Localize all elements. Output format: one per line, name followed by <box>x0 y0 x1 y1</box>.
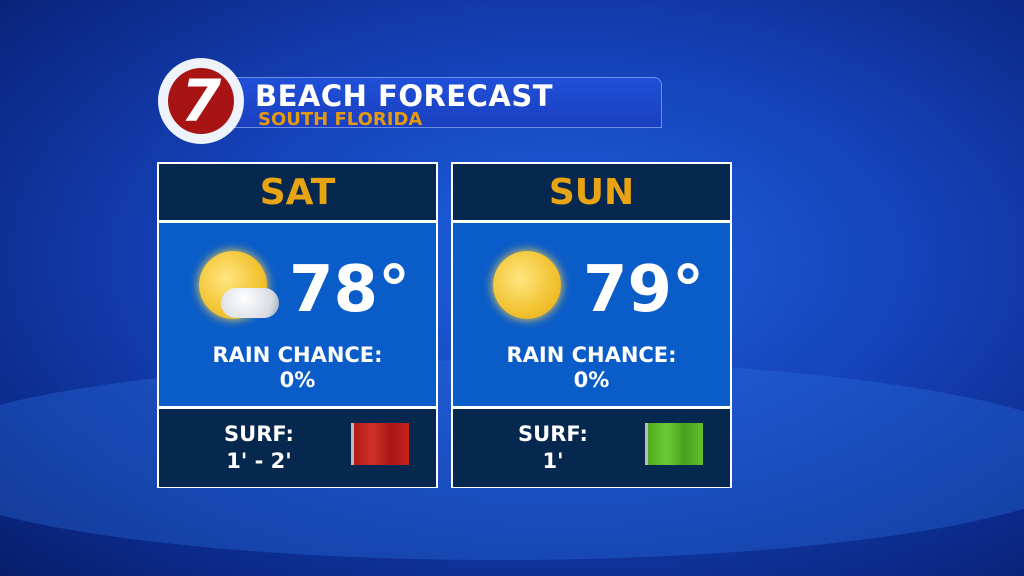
surf-label: SURF: <box>224 422 294 446</box>
page-subtitle: SOUTH FLORIDA <box>258 109 423 130</box>
rain-label: RAIN CHANCE: <box>506 343 677 367</box>
surf-panel: SURF: 1' - 2' <box>159 409 436 487</box>
title-banner <box>230 77 662 128</box>
sunny-icon <box>493 251 561 319</box>
surf-value: 1' - 2' <box>226 449 292 473</box>
day-label: SAT <box>159 164 436 220</box>
red-flag-icon <box>351 423 409 465</box>
station-logo: 7 <box>158 58 244 144</box>
temperature: 78° <box>289 253 411 327</box>
rain-chance: RAIN CHANCE: 0% <box>159 343 436 393</box>
surf-panel: SURF: 1' <box>453 409 730 487</box>
day-label: SUN <box>453 164 730 220</box>
surf-info: SURF: 1' - 2' <box>199 421 319 475</box>
surf-info: SURF: 1' <box>493 421 613 475</box>
cloud-icon <box>221 288 279 318</box>
page-title: BEACH FORECAST <box>255 79 554 113</box>
forecast-card-sun: SUN 79° RAIN CHANCE: 0% SURF: 1' <box>451 162 732 488</box>
weather-panel: 78° RAIN CHANCE: 0% <box>159 223 436 406</box>
rain-value: 0% <box>279 368 316 392</box>
green-flag-icon <box>645 423 703 465</box>
logo-7: 7 <box>168 68 234 134</box>
surf-label: SURF: <box>518 422 588 446</box>
surf-value: 1' <box>542 449 564 473</box>
rain-label: RAIN CHANCE: <box>212 343 383 367</box>
temperature: 79° <box>583 253 705 327</box>
rain-chance: RAIN CHANCE: 0% <box>453 343 730 393</box>
rain-value: 0% <box>573 368 610 392</box>
weather-panel: 79° RAIN CHANCE: 0% <box>453 223 730 406</box>
forecast-card-sat: SAT 78° RAIN CHANCE: 0% SURF: 1' - 2' <box>157 162 438 488</box>
